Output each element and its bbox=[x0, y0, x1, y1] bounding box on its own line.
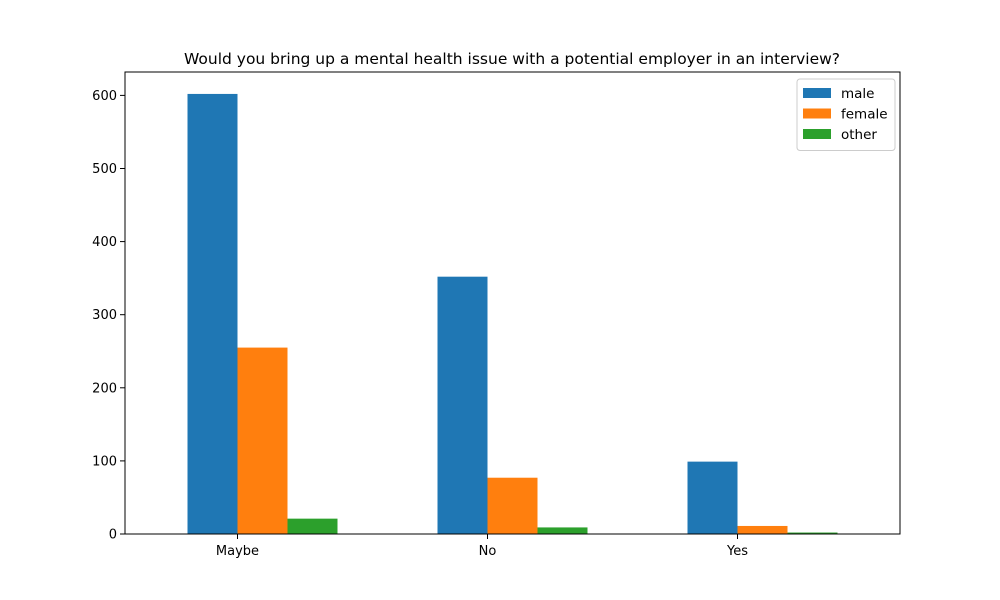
legend-label-female: female bbox=[841, 107, 888, 123]
legend-swatch-other bbox=[803, 129, 831, 139]
x-tick-label-no: No bbox=[479, 544, 497, 559]
chart-title: Would you bring up a mental health issue… bbox=[184, 50, 840, 68]
plot-frame bbox=[124, 71, 901, 535]
bar-other-maybe bbox=[287, 518, 338, 534]
bar-female-no bbox=[487, 477, 538, 534]
y-tick-label: 500 bbox=[92, 162, 117, 177]
y-tick-label: 300 bbox=[92, 308, 117, 323]
y-tick-label: 600 bbox=[92, 89, 117, 104]
y-tick-label: 400 bbox=[92, 235, 117, 250]
y-tick-label: 200 bbox=[92, 381, 117, 396]
legend-swatch-female bbox=[803, 108, 831, 119]
y-tick-label: 100 bbox=[92, 454, 117, 469]
bar-female-maybe bbox=[237, 347, 288, 534]
bar-other-yes bbox=[787, 532, 838, 534]
y-tick-label: 0 bbox=[109, 528, 117, 543]
x-axis: Maybe No Yes bbox=[216, 534, 748, 559]
bar-male-maybe bbox=[187, 93, 238, 534]
bars-group bbox=[187, 93, 838, 534]
y-axis: 0 100 200 300 400 500 600 bbox=[92, 89, 125, 543]
bar-male-no bbox=[437, 276, 488, 534]
x-tick-label-yes: Yes bbox=[726, 544, 748, 559]
legend-label-male: male bbox=[841, 86, 874, 102]
x-tick-label-maybe: Maybe bbox=[216, 544, 259, 559]
legend-label-other: other bbox=[841, 127, 877, 143]
bar-male-yes bbox=[687, 461, 738, 534]
bar-female-yes bbox=[737, 525, 788, 534]
legend: male female other bbox=[796, 78, 896, 151]
bar-other-no bbox=[537, 527, 588, 534]
legend-swatch-male bbox=[803, 88, 831, 98]
